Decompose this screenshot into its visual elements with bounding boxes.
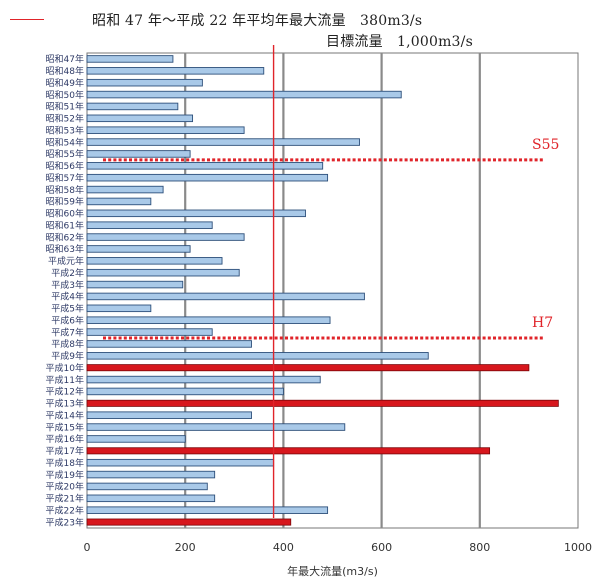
category-label: 昭和61年 (46, 219, 84, 231)
bar-平成22年 (86, 506, 329, 514)
bar-昭和52年 (86, 114, 194, 123)
x-tick-label: 400 (273, 541, 294, 554)
bar-昭和50年 (86, 90, 402, 99)
bar-平成3年 (86, 280, 184, 289)
bar-昭和51年 (86, 102, 179, 111)
legend-average-text: 昭和 47 年～平成 22 年平均年最大流量 380m3/s (92, 13, 423, 29)
x-tick-label: 800 (469, 541, 490, 554)
bar-昭和47年 (86, 55, 174, 63)
category-label: 平成22年 (46, 504, 84, 516)
bar-平成12年 (86, 387, 284, 396)
category-label: 平成6年 (51, 314, 84, 326)
category-label: 平成12年 (46, 386, 84, 398)
bar-昭和62年 (86, 233, 245, 241)
category-label: 昭和56年 (46, 160, 84, 172)
category-label: 平成18年 (46, 457, 84, 469)
category-label: 平成7年 (51, 326, 84, 338)
bar-昭和61年 (86, 221, 213, 229)
bar-昭和63年 (86, 245, 191, 253)
bar-平成13年 (86, 399, 559, 407)
category-label: 平成5年 (51, 303, 84, 315)
category-label: 平成19年 (46, 469, 84, 481)
category-label: 平成20年 (46, 481, 84, 493)
bar-昭和48年 (86, 67, 265, 75)
category-label: 昭和62年 (46, 231, 84, 243)
category-label: 昭和53年 (46, 124, 84, 136)
bar-平成2年 (86, 268, 240, 277)
bar-平成4年 (86, 292, 365, 301)
category-label: 平成2年 (51, 267, 84, 279)
bar-平成10年 (86, 364, 530, 372)
bar-平成6年 (86, 316, 331, 324)
annotation-H7: H7 (532, 315, 553, 331)
bar-平成20年 (86, 482, 208, 491)
bar-昭和58年 (86, 185, 164, 194)
category-label: 昭和59年 (46, 196, 84, 208)
bar-昭和54年 (86, 138, 360, 146)
bar-昭和49年 (86, 78, 203, 87)
bar-平成9年 (86, 352, 429, 360)
bar-平成15年 (86, 423, 346, 431)
x-tick-label: 0 (84, 541, 91, 554)
bar-平成5年 (86, 304, 152, 313)
category-label: 昭和55年 (46, 148, 84, 160)
bar-平成11年 (86, 375, 321, 384)
category-label: 平成17年 (46, 445, 84, 457)
category-label: 平成4年 (51, 291, 84, 303)
category-label: 昭和49年 (46, 77, 84, 89)
annotation-S55: S55 (532, 137, 559, 153)
category-label: 昭和57年 (46, 172, 84, 184)
bar-平成元年 (86, 257, 223, 265)
bar-昭和57年 (86, 173, 329, 182)
category-label: 平成13年 (46, 398, 84, 410)
x-tick-label: 1000 (564, 541, 592, 554)
bar-平成17年 (86, 447, 491, 455)
category-label: 昭和52年 (46, 113, 84, 125)
bar-昭和60年 (86, 209, 306, 218)
bar-平成21年 (86, 494, 216, 503)
category-label: 昭和63年 (46, 243, 84, 255)
category-label: 昭和47年 (46, 53, 84, 65)
bar-平成8年 (86, 340, 252, 348)
category-label: 平成8年 (51, 338, 84, 350)
category-label: 昭和50年 (46, 89, 84, 101)
bar-平成18年 (86, 458, 275, 467)
x-tick-label: 600 (371, 541, 392, 554)
bar-平成7年 (86, 328, 213, 336)
category-label: 平成9年 (51, 350, 84, 362)
category-label: 平成15年 (46, 421, 84, 433)
bar-昭和59年 (86, 197, 152, 206)
category-label: 昭和60年 (46, 208, 84, 220)
category-label: 平成21年 (46, 493, 84, 505)
plot-area (86, 52, 579, 529)
x-tick-label: 200 (175, 541, 196, 554)
category-label: 昭和51年 (46, 101, 84, 113)
bar-昭和53年 (86, 126, 245, 134)
bar-平成19年 (86, 470, 216, 479)
category-label: 平成23年 (46, 516, 84, 528)
category-label: 昭和58年 (46, 184, 84, 196)
bar-平成14年 (86, 411, 252, 419)
bar-昭和56年 (86, 162, 324, 170)
bar-昭和55年 (86, 150, 191, 158)
category-label: 平成元年 (48, 255, 84, 267)
legend-average-line (10, 19, 44, 20)
category-label: 平成14年 (46, 409, 84, 421)
category-label: 平成11年 (46, 374, 84, 386)
legend-target-text: 目標流量 1,000m3/s (326, 34, 473, 50)
bar-平成23年 (86, 518, 292, 526)
category-label: 昭和48年 (46, 65, 84, 77)
category-label: 昭和54年 (46, 136, 84, 148)
category-label: 平成3年 (51, 279, 84, 291)
category-label: 平成16年 (46, 433, 84, 445)
x-axis-title: 年最大流量(m3/s) (287, 564, 378, 578)
bar-平成16年 (86, 435, 186, 443)
category-label: 平成10年 (46, 362, 84, 374)
